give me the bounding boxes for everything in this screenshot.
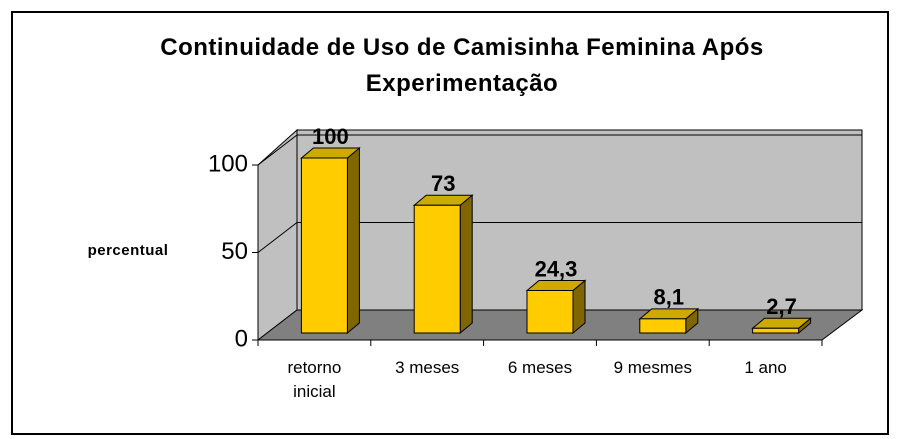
x-tick-label: 3 meses [395,358,460,377]
value-label: 100 [312,124,349,149]
bar [300,157,348,334]
value-label: 2,7 [766,294,797,319]
side-wall [257,128,298,342]
bar [752,327,800,334]
y-axis-label: percentual [87,242,169,259]
value-label: 24,3 [535,256,578,281]
bar [639,318,687,334]
x-tick-label: 6 meses [507,358,573,377]
y-tick-label: 0 [235,325,248,352]
bar [413,204,461,334]
x-tick-label: 9 mesmes [613,358,692,377]
y-tick-label: 100 [208,150,248,177]
bar [526,289,574,334]
value-label: 73 [431,171,455,196]
value-label: 8,1 [654,285,685,310]
y-tick-label: 50 [221,238,248,265]
bar-side [346,146,360,335]
x-tick-label: 1 ano [744,358,787,377]
grid-line [257,222,862,253]
bar-side [459,194,473,335]
chart-title: Continuidade de Uso de Camisinha Feminin… [160,34,764,97]
x-tick-label: retorno inicial [287,358,342,401]
grid-line [257,134,862,166]
